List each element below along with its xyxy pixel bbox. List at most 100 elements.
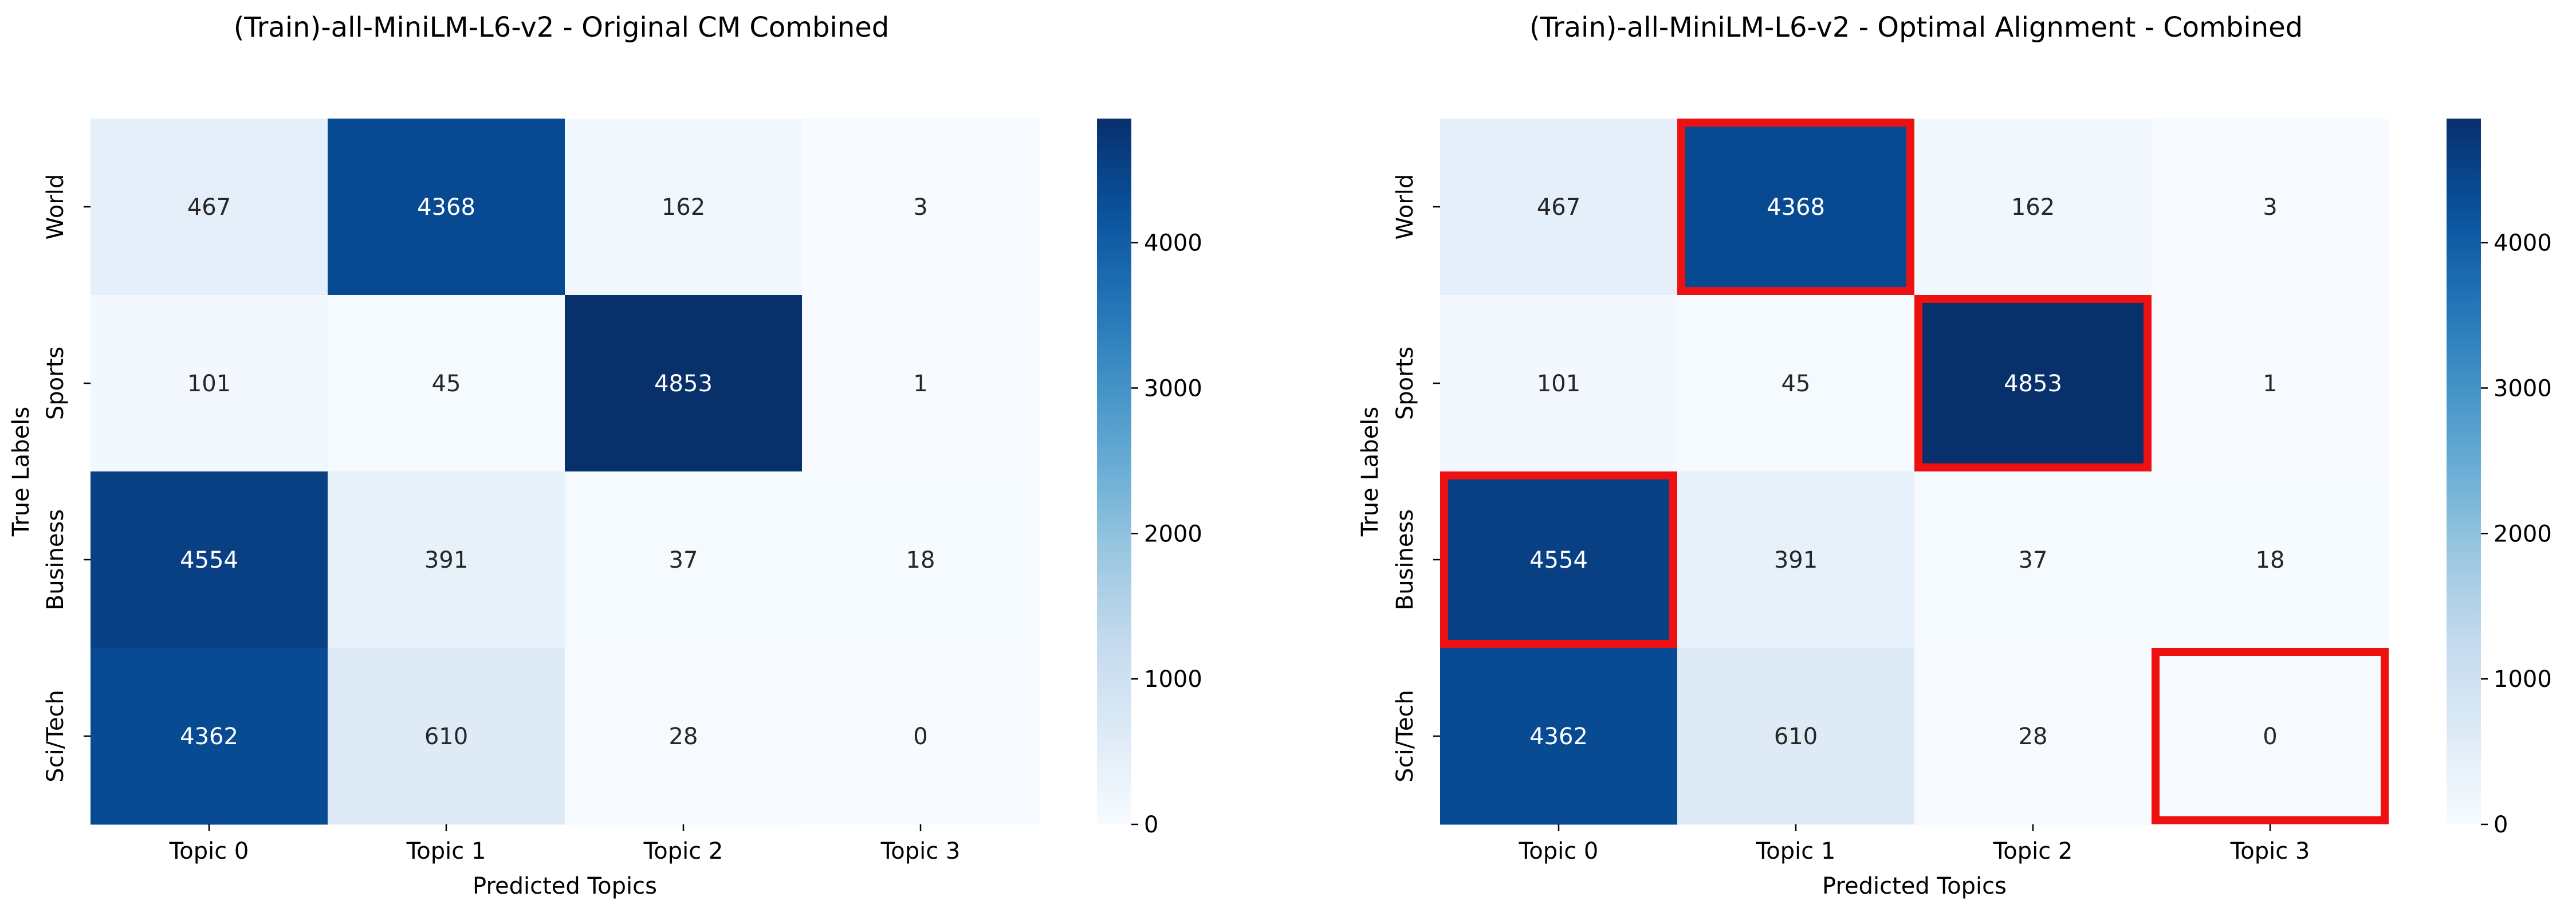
heatmap-cell [328, 471, 565, 648]
cell-value-label: 162 [662, 194, 705, 221]
cell-value-label: 45 [432, 371, 461, 397]
colorbar [2447, 119, 2481, 824]
heatmap-cell [565, 119, 803, 296]
colorbar-tick-label: 0 [2494, 812, 2508, 838]
x-tick-label: Topic 3 [2230, 838, 2310, 864]
heatmap-cell [2152, 471, 2389, 648]
heatmap-cell [802, 119, 1040, 296]
highlight-box [2152, 648, 2389, 824]
chart-title: (Train)-all-MiniLM-L6-v2 - Original CM C… [234, 11, 890, 44]
cell-value-label: 610 [424, 724, 468, 750]
colorbar-tick-label: 4000 [1144, 230, 1202, 257]
heatmap-cell [802, 648, 1040, 825]
heatmap-cell [1914, 119, 2152, 296]
colorbar-tick-label: 3000 [2494, 375, 2552, 402]
heatmap-cell [565, 295, 803, 472]
heatmap-cell [328, 295, 565, 472]
highlight-box [1914, 295, 2152, 471]
cell-value-label: 0 [2263, 724, 2277, 750]
heatmap-cell [91, 295, 328, 472]
y-tick-label: Sports [1392, 347, 1418, 420]
heatmap-cell [1914, 648, 2152, 825]
cell-value-label: 37 [2019, 547, 2048, 573]
cell-value-label: 4554 [180, 547, 238, 573]
cell-value-label: 3 [2263, 194, 2277, 221]
y-tick-label: Sci/Tech [1392, 690, 1418, 783]
cell-value-label: 18 [2256, 547, 2285, 573]
y-tick-label: Sports [42, 347, 69, 420]
colorbar-tick-label: 2000 [1144, 521, 1202, 547]
heatmap-cell [1914, 295, 2152, 472]
x-axis-label: Predicted Topics [1822, 873, 2007, 899]
cell-value-label: 18 [906, 547, 935, 573]
cell-value-label: 37 [669, 547, 698, 573]
cell-value-label: 1 [2263, 371, 2277, 397]
heatmap-cell [1677, 119, 1915, 296]
cell-value-label: 3 [913, 194, 927, 221]
colorbar-tick-label: 3000 [1144, 375, 1202, 402]
y-axis-label: True Labels [1357, 407, 1383, 537]
cell-value-label: 101 [1537, 371, 1580, 397]
cell-value-label: 28 [2019, 724, 2048, 750]
chart-title: (Train)-all-MiniLM-L6-v2 - Optimal Align… [1529, 11, 2303, 44]
y-tick-label: Sci/Tech [42, 690, 69, 783]
heatmap-cell [1440, 648, 1678, 825]
cell-value-label: 4368 [1767, 194, 1825, 221]
heatmap-cell [802, 471, 1040, 648]
colorbar-tick-label: 2000 [2494, 521, 2552, 547]
cell-value-label: 4368 [417, 194, 475, 221]
colorbar [1097, 119, 1131, 824]
x-tick-label: Topic 0 [1519, 838, 1599, 864]
cell-value-label: 4362 [180, 724, 238, 750]
y-tick-label: Business [42, 509, 69, 610]
heatmap-cell [1440, 471, 1678, 648]
heatmap-cell [328, 648, 565, 825]
heatmap-cell [91, 119, 328, 296]
heatmap-cell [2152, 648, 2389, 825]
cell-value-label: 28 [669, 724, 698, 750]
heatmap-panel-1: (Train)-all-MiniLM-L6-v2 - Original CM C… [8, 11, 1202, 899]
heatmap-cell [1677, 295, 1915, 472]
y-tick-label: World [1392, 174, 1418, 240]
cell-value-label: 1 [913, 371, 927, 397]
cell-value-label: 391 [424, 547, 468, 573]
colorbar-tick-label: 1000 [1144, 666, 1202, 693]
heatmap-cell [565, 648, 803, 825]
cell-value-label: 4853 [2004, 371, 2062, 397]
cell-value-label: 4853 [654, 371, 713, 397]
colorbar-tick-label: 0 [1144, 812, 1158, 838]
highlight-box [1677, 119, 1914, 295]
cell-value-label: 467 [187, 194, 231, 221]
heatmap-cell [1677, 648, 1915, 825]
x-tick-label: Topic 1 [1756, 838, 1836, 864]
heatmap-cell [565, 471, 803, 648]
heatmap-panel-2: (Train)-all-MiniLM-L6-v2 - Optimal Align… [1357, 11, 2552, 899]
x-tick-label: Topic 2 [643, 838, 723, 864]
cell-value-label: 162 [2011, 194, 2055, 221]
cell-value-label: 4362 [1529, 724, 1588, 750]
x-tick-label: Topic 2 [1993, 838, 2073, 864]
cell-value-label: 4554 [1529, 547, 1588, 573]
cell-value-label: 391 [1774, 547, 1818, 573]
cell-value-label: 467 [1537, 194, 1580, 221]
heatmap-cell [802, 295, 1040, 472]
colorbar-tick-label: 4000 [2494, 230, 2552, 257]
colorbar-tick-label: 1000 [2494, 666, 2552, 693]
heatmap-cell [1677, 471, 1915, 648]
heatmap-cell [91, 471, 328, 648]
heatmap-cell [1440, 119, 1678, 296]
x-axis-label: Predicted Topics [473, 873, 657, 899]
x-tick-label: Topic 3 [880, 838, 961, 864]
y-axis-label: True Labels [8, 407, 34, 537]
cell-value-label: 101 [187, 371, 231, 397]
heatmap-cell [2152, 119, 2389, 296]
heatmap-cell [1440, 295, 1678, 472]
y-tick-label: Business [1392, 509, 1418, 610]
y-tick-label: World [42, 174, 69, 240]
heatmap-cell [91, 648, 328, 825]
highlight-box [1440, 471, 1677, 648]
cell-value-label: 610 [1774, 724, 1818, 750]
x-tick-label: Topic 0 [169, 838, 249, 864]
